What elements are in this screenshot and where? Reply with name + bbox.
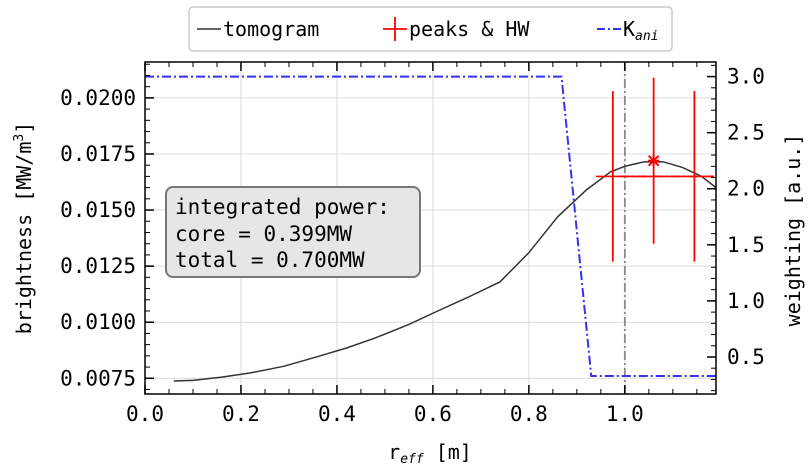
plot-frame [144,61,717,395]
legend-label-kani: Kani [623,17,659,44]
x-tick-label: 0.8 [510,402,548,426]
legend-label-peaks: peaks & HW [409,17,530,41]
annotation-box: integrated power: core = 0.399MW total =… [165,186,421,278]
legend: tomogram peaks & HW Kani [188,6,673,52]
y-tick-label: 0.0150 [60,198,136,222]
y-tick-label: 0.0200 [60,86,136,110]
y-tick-label: 0.0075 [60,366,136,390]
annotation-line-2: core = 0.399MW [175,222,352,246]
y-axis-label: brightness [MW/m3] [12,122,36,335]
annotation-line-3: total = 0.700MW [175,248,365,272]
x-tick-label: 0.4 [318,402,356,426]
annotation-background [165,186,421,278]
axes: 0.0 0.2 0.4 0.6 0.8 1.0 0.0075 0.0100 0.0125 0.01… [60,62,765,426]
series-line-kani [145,75,716,378]
legend-frame [188,6,673,52]
y2-tick-label: 1.5 [727,233,765,257]
x-tick-label: 0.0 [126,402,164,426]
x-tick-label: 0.2 [222,402,260,426]
peak-marker [647,154,660,167]
y2-tick-label: 3.0 [727,65,765,89]
y2-axis-label: weighting [a.u.] [781,134,805,327]
y-tick-label: 0.0100 [60,310,136,334]
y2-tick-label: 1.0 [727,289,765,313]
plot-area [145,62,717,394]
y2-tick-label: 2.5 [727,121,765,145]
y-tick-label: 0.0125 [60,254,136,278]
x-axis-label: reff [m] [388,440,472,467]
annotation-line-1: integrated power: [175,195,390,219]
x-tick-label: 1.0 [606,402,644,426]
y2-tick-label: 0.5 [727,345,765,369]
x-tick-label: 0.6 [414,402,452,426]
y2-tick-label: 2.0 [727,177,765,201]
y-tick-label: 0.0175 [60,142,136,166]
legend-label-tomogram: tomogram [223,17,319,41]
